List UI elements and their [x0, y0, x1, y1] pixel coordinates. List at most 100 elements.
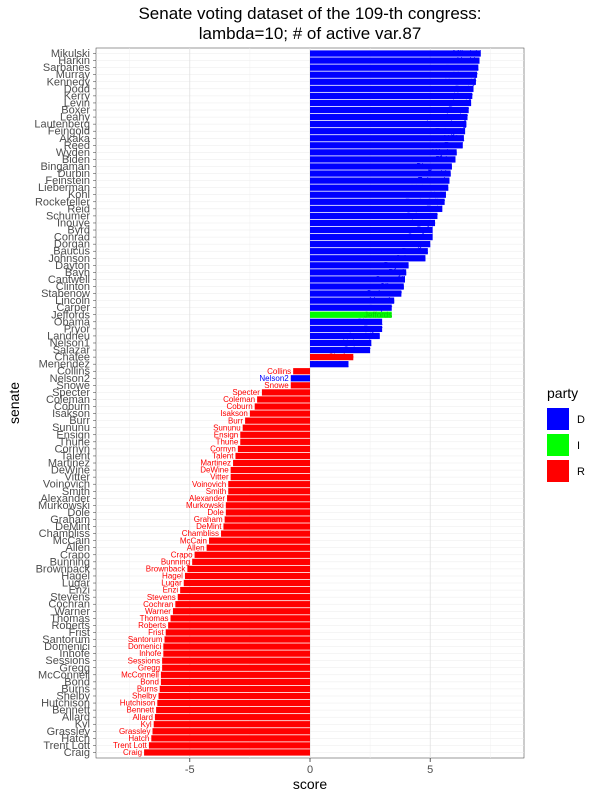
y-tick-label: Carper [56, 302, 90, 314]
bar-label: Schumer [406, 212, 438, 221]
bar-label: Reed [444, 141, 463, 150]
bar-label: Allen [187, 543, 205, 552]
bar [310, 121, 467, 128]
bar-label: Inouye [412, 219, 437, 228]
bar [233, 459, 310, 467]
y-tick-label: Biden [62, 154, 90, 166]
bar-label: Grassley [119, 727, 151, 736]
bar [152, 728, 310, 735]
y-tick-label: Cantwell [48, 274, 90, 286]
bar-label: Craig [123, 748, 142, 757]
y-tick-label: Craig [64, 747, 90, 759]
bar [163, 650, 310, 657]
bar-label: Dorgan [404, 240, 430, 249]
y-tick-label: Shelby [56, 690, 90, 702]
y-tick-label-layer: MikulskiHarkinSarbanesMurrayKennedyDoddK… [34, 48, 96, 759]
bar [162, 657, 310, 664]
bar [209, 537, 310, 544]
bar-label: Inhofe [139, 649, 162, 658]
bar-label: Shelby [132, 692, 156, 701]
bar [310, 290, 402, 297]
y-tick-label: Stevens [50, 592, 90, 604]
bar-label: Chafee [328, 353, 354, 362]
bar-label: Lugar [161, 579, 182, 588]
bar [310, 113, 468, 121]
bar [254, 403, 310, 410]
chart-subtitle: lambda=10; # of active var.87 [199, 24, 422, 43]
bar-label: Coleman [223, 395, 255, 404]
legend: party D I R [547, 385, 585, 482]
bar [310, 78, 476, 85]
x-axis-label: score [293, 776, 327, 792]
y-tick-label: Graham [50, 514, 90, 526]
bar-label: Kerry [454, 91, 473, 100]
bar-label: Akaka [442, 134, 465, 143]
bar [290, 375, 310, 382]
bar-label: Bunning [161, 557, 190, 566]
bar [310, 233, 433, 241]
y-tick-label: Reid [67, 203, 90, 215]
y-tick-label: Voinovich [43, 479, 90, 491]
bar-label: Bingaman [416, 162, 452, 171]
y-tick-label: Leahy [60, 112, 90, 124]
bar-label: Cornyn [210, 444, 236, 453]
bar-label: Cochran [143, 600, 173, 609]
y-tick-label: Feingold [48, 126, 90, 138]
bar-label: Enzi [163, 586, 179, 595]
bar [160, 678, 310, 685]
bar-label: Landrieu [349, 332, 380, 341]
bar [310, 361, 349, 368]
y-tick-label: Murray [56, 69, 91, 81]
y-tick-label: Akaka [59, 133, 90, 145]
bar-label: Rockefeller [405, 197, 445, 206]
bar-label: Kennedy [445, 77, 477, 86]
bar-label: Collins [267, 367, 291, 376]
bar-label: Nelson2 [259, 374, 289, 383]
bar-label: Lautenberg [426, 120, 466, 129]
y-tick-label: Dole [67, 507, 90, 519]
bar-label: Snowe [264, 381, 289, 390]
y-tick-label: Thune [59, 436, 90, 448]
y-tick-label: Feinstein [45, 175, 90, 187]
bar [163, 643, 310, 650]
bar-label: Jeffords [364, 310, 392, 319]
bar [310, 106, 469, 114]
bar [227, 495, 310, 502]
bar [225, 509, 310, 516]
y-tick-label: Burr [69, 415, 90, 427]
y-tick-label: Crapo [60, 549, 90, 561]
bar [235, 452, 310, 460]
bar-label: Reid [426, 204, 442, 213]
bar-label: Gregg [138, 663, 160, 672]
y-tick-label: Allen [66, 542, 90, 554]
bar-label: Voinovich [192, 480, 226, 489]
bar-label: Mikulski [453, 49, 482, 58]
bar [224, 516, 310, 523]
bar-label: Cantwell [375, 275, 406, 284]
bar-label: Chambliss [182, 529, 219, 538]
bar [162, 664, 310, 671]
y-tick-label: Gregg [59, 662, 90, 674]
bar [310, 177, 450, 184]
bar-label: Burr [228, 416, 243, 425]
bar [168, 622, 310, 629]
bar-label: Burns [137, 685, 158, 694]
y-tick-label: Stabenow [41, 288, 90, 300]
bar-label: Coburn [226, 402, 252, 411]
bar [257, 396, 310, 403]
legend-label: D [577, 414, 585, 426]
legend-key [547, 434, 569, 456]
y-tick-label: Sessions [45, 655, 90, 667]
bar [310, 142, 463, 149]
y-tick-label: Pryor [64, 323, 91, 335]
bar-label: Conrad [407, 233, 433, 242]
y-tick-label: Hutchison [41, 698, 90, 710]
y-tick-label: Chafee [55, 352, 90, 364]
bar [310, 156, 456, 163]
bar-label: Wyden [432, 148, 457, 157]
bar-label: Stabenow [366, 289, 402, 298]
bar [310, 50, 481, 57]
y-tick-label: Rockefeller [35, 196, 90, 208]
bar [290, 382, 310, 389]
